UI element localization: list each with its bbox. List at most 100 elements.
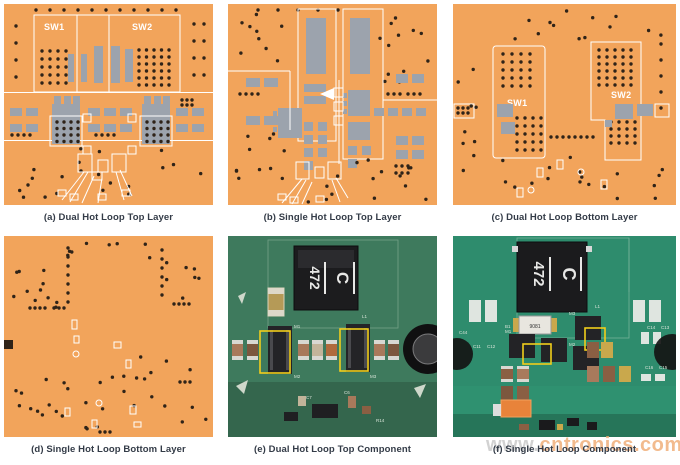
via-dots xyxy=(10,133,32,137)
via-dots xyxy=(386,92,402,96)
hot-loop-highlight-box xyxy=(522,343,552,365)
via-dots xyxy=(34,8,178,12)
sw2-label: SW2 xyxy=(611,90,631,100)
panel-single-hot-loop-component: C 472 L1 9081 B1 xyxy=(453,236,676,455)
ref-c44: C44 xyxy=(459,330,468,335)
caption-b: (b) Single Hot Loop Top Layer xyxy=(263,212,402,223)
via-dots xyxy=(172,302,191,306)
via-dots xyxy=(406,92,422,96)
capacitor-cluster-left xyxy=(501,366,529,400)
via-dots xyxy=(40,49,68,85)
inductor-logo: C xyxy=(559,268,579,281)
copper-bars xyxy=(68,46,133,83)
mosfet-left xyxy=(268,326,292,374)
via-dots xyxy=(515,116,543,152)
via-dots xyxy=(659,42,663,110)
via-dots xyxy=(14,389,45,417)
ref-b1: B1 xyxy=(505,324,511,329)
via-dots xyxy=(180,98,194,107)
via-dots xyxy=(178,380,192,384)
ref-c16: C16 xyxy=(645,365,654,370)
via-dots xyxy=(456,106,470,115)
ref-c7: C7 xyxy=(306,395,312,400)
ref-c12: C12 xyxy=(487,344,496,349)
via-dots xyxy=(549,135,595,139)
via-dots xyxy=(98,430,112,434)
pcb-layout-image-d xyxy=(4,236,213,437)
pad-rows xyxy=(10,108,204,132)
ref-c15: C15 xyxy=(659,365,668,370)
via-dots xyxy=(609,120,637,145)
via-dots xyxy=(597,48,633,87)
ref-c13: C13 xyxy=(661,325,670,330)
via-dots xyxy=(94,133,116,137)
capacitor-cluster-right xyxy=(587,342,631,382)
via-dots xyxy=(12,268,59,309)
connector-footprint xyxy=(57,153,133,204)
via-dots xyxy=(501,52,532,88)
hot-loop-highlight-box xyxy=(259,330,291,374)
ref-l1: L1 xyxy=(362,314,368,319)
via-dots xyxy=(238,92,260,96)
inductor-logo: C xyxy=(333,272,352,284)
electrolytic-capacitor xyxy=(403,324,437,374)
inductor-marking: 472 xyxy=(307,266,323,290)
ic-footprint xyxy=(49,96,83,147)
ref-m1: M1 xyxy=(294,324,301,329)
via-dots xyxy=(66,246,70,304)
panel-dual-hot-loop-bottom-layer: SW1 SW2 (c) Dua xyxy=(453,4,676,223)
via-dots xyxy=(456,67,478,146)
gold-component xyxy=(267,287,285,317)
caption-c: (c) Dual Hot Loop Bottom Layer xyxy=(491,212,638,223)
watermark-domain: cntronics.com xyxy=(539,434,680,456)
via-dots xyxy=(145,120,170,144)
ref-m2: M2 xyxy=(569,342,576,347)
watermark-prefix: www. xyxy=(486,434,540,456)
pcb-photo-image-e: C 472 L1 xyxy=(228,236,437,437)
bottom-components xyxy=(284,396,371,421)
ref-l1: L1 xyxy=(595,304,601,309)
solder-highlights xyxy=(236,292,426,398)
panel-single-hot-loop-top-layer: (b) Single Hot Loop Top Layer xyxy=(228,4,437,223)
outline-marks xyxy=(516,159,608,198)
ref-m1: M1 xyxy=(505,329,512,334)
pcb-layout-image-b xyxy=(228,4,437,205)
ref-m2: M2 xyxy=(294,374,301,379)
via-dots xyxy=(394,164,410,175)
pad-shapes xyxy=(497,104,653,134)
caption-e: (e) Dual Hot Loop Top Component xyxy=(253,444,411,455)
inductor-marking: 472 xyxy=(530,261,547,286)
capacitor-row xyxy=(232,340,399,360)
via-dots xyxy=(165,261,201,300)
sw2-label: SW2 xyxy=(132,22,152,32)
panel-dual-hot-loop-top-layer: SW1 SW2 xyxy=(4,4,213,223)
caption-f: (f) Single Hot Loop Component xyxy=(492,444,637,455)
orange-component xyxy=(493,399,532,418)
pcb-photo-image-f: C 472 L1 9081 B1 xyxy=(453,236,676,437)
ic-footprint xyxy=(139,96,173,147)
via-dots xyxy=(234,132,286,181)
via-dots xyxy=(239,12,284,63)
silkscreen-outline xyxy=(267,239,399,329)
via-dots xyxy=(137,48,171,87)
via-dots xyxy=(160,248,164,297)
inductor: C 472 xyxy=(293,245,359,311)
ref-m3: M3 xyxy=(370,374,377,379)
outline-squares xyxy=(82,113,137,155)
via-dots xyxy=(52,306,66,310)
ref-r14: R14 xyxy=(376,418,385,423)
ref-c14: C14 xyxy=(647,325,656,330)
caption-a: (a) Dual Hot Loop Top Layer xyxy=(43,212,174,223)
ref-c6: C6 xyxy=(344,390,350,395)
ref-m3: M3 xyxy=(569,311,576,316)
arrow-marker xyxy=(320,88,334,100)
via-dots xyxy=(66,241,152,260)
bottom-components xyxy=(519,418,597,430)
edge-pad xyxy=(4,340,13,349)
watermark: www.cntronics.com xyxy=(486,434,680,457)
shunt-marking: 9081 xyxy=(529,324,540,330)
shunt-resistor: 9081 xyxy=(513,315,557,335)
via-dots xyxy=(268,158,428,204)
caption-d: (d) Single Hot Loop Bottom Layer xyxy=(31,444,186,455)
